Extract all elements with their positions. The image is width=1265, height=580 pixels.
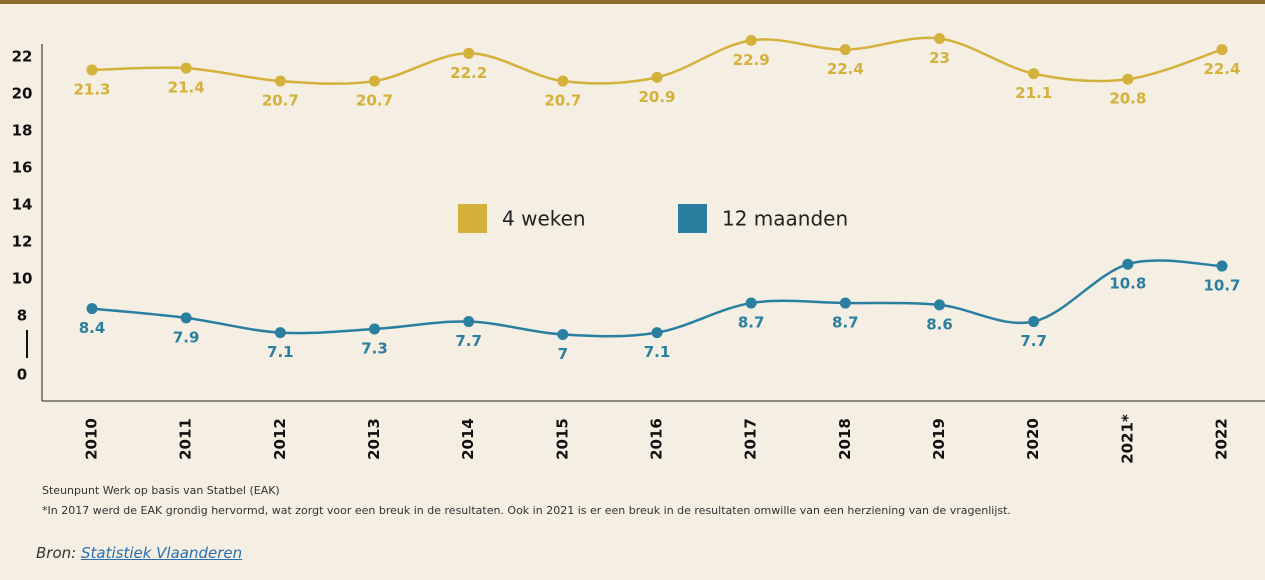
data-label: 7.7: [1020, 332, 1047, 350]
data-label: 22.4: [827, 60, 864, 78]
point: [934, 299, 945, 311]
y-tick-label: 18: [12, 122, 33, 140]
data-label: 10.8: [1109, 275, 1146, 293]
point: [180, 62, 192, 74]
point: [1122, 258, 1134, 270]
point: [839, 297, 851, 309]
point: [463, 316, 475, 328]
point: [1122, 73, 1134, 85]
legend-label: 12 maanden: [722, 207, 848, 231]
point: [274, 327, 286, 339]
data-label: 22.2: [450, 64, 487, 82]
x-tick-label: 2016: [648, 418, 666, 460]
x-tick-label: 2018: [836, 418, 854, 460]
point: [745, 34, 757, 46]
data-label: 23: [929, 49, 950, 67]
x-tick-label: 2022: [1213, 418, 1231, 460]
series-line: [91, 259, 1223, 338]
y-tick-label: 12: [12, 233, 33, 251]
x-tick-label: 2021*: [1118, 414, 1136, 464]
point: [1216, 260, 1228, 272]
x-tick-label: 2014: [459, 418, 477, 460]
point: [557, 75, 569, 87]
data-label: 22.4: [1203, 60, 1240, 78]
point: [274, 75, 286, 87]
point: [557, 329, 569, 340]
x-tick-label: 2020: [1024, 418, 1042, 460]
point: [651, 327, 663, 339]
point: [86, 303, 98, 315]
note: Steunpunt Werk op basis van Statbel (EAK…: [42, 484, 280, 497]
source-link[interactable]: Statistiek Vlaanderen: [80, 544, 243, 562]
x-tick-label: 2010: [83, 418, 101, 460]
data-label: 7.1: [267, 343, 294, 361]
x-tick-label: 2013: [365, 418, 383, 460]
data-label: 8.7: [738, 314, 765, 332]
y-tick-label: 20: [12, 85, 33, 103]
y-tick-label: 14: [12, 196, 33, 214]
data-label: 8.6: [926, 315, 953, 333]
data-label: 21.3: [73, 80, 110, 98]
data-label: 7.7: [455, 332, 482, 350]
point: [651, 71, 663, 83]
data-label: 8.7: [832, 314, 859, 332]
point: [1216, 44, 1228, 56]
data-label: 20.7: [356, 92, 393, 110]
data-label: 22.9: [733, 51, 770, 69]
point: [745, 297, 757, 309]
source-label: Bron:: [36, 544, 77, 562]
source: Bron: Statistiek Vlaanderen: [36, 544, 242, 562]
point: [839, 44, 851, 56]
data-label: 21.4: [168, 79, 205, 97]
legend-label: 4 weken: [502, 207, 586, 231]
legend-swatch: [458, 204, 487, 233]
x-tick-label: 2019: [930, 418, 948, 460]
data-label: 7.9: [173, 328, 200, 346]
data-label: 7.1: [644, 343, 671, 361]
data-label: 20.8: [1109, 90, 1146, 108]
point: [369, 75, 380, 87]
data-label: 7: [558, 345, 568, 363]
data-label: 20.7: [544, 92, 581, 110]
point: [1028, 316, 1040, 328]
point: [369, 323, 380, 335]
x-tick-label: 2017: [742, 418, 760, 460]
data-label: 10.7: [1203, 277, 1240, 295]
y-tick-label: 8: [17, 307, 27, 325]
note: *In 2017 werd de EAK grondig hervormd, w…: [42, 504, 1011, 517]
x-tick-label: 2015: [553, 418, 571, 460]
data-label: 20.7: [262, 92, 299, 110]
y-tick-label: 22: [12, 48, 33, 66]
y-tick-label: 0: [17, 366, 27, 384]
data-label: 21.1: [1015, 84, 1052, 102]
point: [86, 64, 98, 76]
y-tick-label: 16: [12, 159, 33, 177]
y-tick-label: 10: [12, 270, 33, 288]
point: [180, 312, 192, 324]
data-label: 20.9: [638, 88, 675, 106]
x-tick-label: 2011: [177, 418, 195, 460]
data-label: 7.3: [361, 339, 388, 357]
point: [463, 47, 475, 59]
point: [934, 33, 945, 44]
point: [1028, 68, 1040, 80]
legend-swatch: [678, 204, 707, 233]
x-tick-label: 2012: [271, 418, 289, 460]
data-label: 8.4: [79, 319, 106, 337]
